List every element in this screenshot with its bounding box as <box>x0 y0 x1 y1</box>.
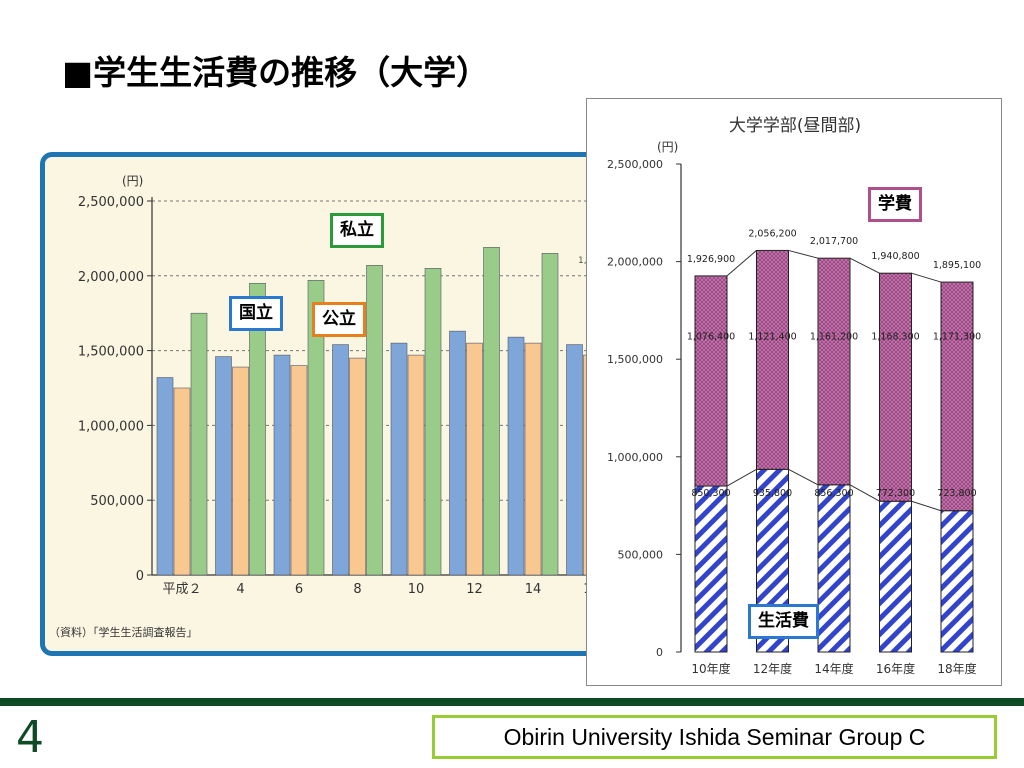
x-tick-label: 8 <box>353 582 361 597</box>
bar-0-6 <box>507 336 525 576</box>
tuition-label: 1,171,300 <box>933 332 981 343</box>
living-connector <box>726 468 757 487</box>
bar-1-0 <box>173 387 191 576</box>
bar-2-4 <box>424 268 442 576</box>
living-label: 772,300 <box>876 488 915 499</box>
chart-title: 大学学部(昼間部) <box>729 116 861 136</box>
x-tick-label: 10 <box>408 582 425 597</box>
y-unit-label: (円) <box>122 174 143 188</box>
bar-0-2 <box>273 354 291 576</box>
living-label: 723,800 <box>937 488 976 499</box>
y-tick-label: 1,500,000 <box>78 345 144 360</box>
tuition-label: 1,076,400 <box>687 332 735 343</box>
x-tick-label: 6 <box>295 582 303 597</box>
x-tick-label: 14 <box>525 582 542 597</box>
footer-credit: Obirin University Ishida Seminar Group C <box>432 715 997 759</box>
living-label: 850,300 <box>691 488 730 499</box>
y-tick-label: 500,000 <box>618 548 664 561</box>
living-connector <box>788 468 819 486</box>
bar-0-3 <box>332 344 349 576</box>
total-connector <box>726 250 757 277</box>
bar-0-0 <box>156 377 174 576</box>
y-unit-label: (円) <box>657 140 678 154</box>
bar-tuition-1 <box>756 249 789 470</box>
y-tick-label: 0 <box>136 569 144 584</box>
x-tick-label: 14年度 <box>814 661 853 676</box>
x-tick-label: 4 <box>236 582 244 597</box>
bar-2-5 <box>483 247 500 576</box>
total-label: 1,940,800 <box>871 251 919 262</box>
tuition-label: 1,121,400 <box>748 332 796 343</box>
y-tick-label: 1,000,000 <box>78 419 144 434</box>
right-stacked-chart: 大学学部(昼間部) (円) 0 500,000 1,000,000 1,500,000 2,… <box>607 116 981 676</box>
total-label: 2,017,700 <box>810 236 858 247</box>
total-label: 1,895,100 <box>933 260 981 271</box>
y-tick-label: 2,500,000 <box>78 195 144 210</box>
total-connector <box>788 249 819 259</box>
living-label: 935,800 <box>753 488 792 499</box>
source-note: （資料）「学生生活調査報告」 <box>49 625 198 639</box>
y-tick-label: 0 <box>656 646 663 659</box>
slide-title: ■学生生活費の推移（大学） <box>62 53 490 92</box>
bar-1-1 <box>232 366 249 576</box>
total-connector <box>849 257 880 274</box>
bar-2-1 <box>249 282 266 576</box>
total-label: 1,926,900 <box>687 254 735 265</box>
bar-1-6 <box>524 342 542 576</box>
living-connector <box>849 484 880 502</box>
total-connector <box>911 272 942 283</box>
legend-callout-seikatsuhi: 生活費 <box>748 604 819 639</box>
bar-2-0 <box>190 312 208 576</box>
bar-living-3 <box>879 500 912 653</box>
y-tick-label: 500,000 <box>90 494 144 509</box>
bar-0-1 <box>215 356 232 576</box>
bar-2-2 <box>307 279 325 576</box>
legend-callout-kokuritsu: 国立 <box>229 296 283 331</box>
tuition-label: 1,161,200 <box>810 332 858 343</box>
x-tick-label: 12年度 <box>753 661 792 676</box>
bar-tuition-4 <box>940 281 974 512</box>
total-label: 2,056,200 <box>748 228 796 239</box>
tuition-label: 1,168,300 <box>871 332 919 343</box>
bar-tuition-3 <box>879 272 912 502</box>
x-tick-label: 平成２ <box>162 582 201 597</box>
footer-bar <box>0 698 1024 706</box>
x-tick-label: 12 <box>466 582 483 597</box>
right-chart-panel: 大学学部(昼間部) (円) 0 500,000 1,000,000 1,500,000 2,… <box>586 98 1002 686</box>
y-tick-label: 2,000,000 <box>78 270 144 285</box>
bar-living-4 <box>940 510 974 653</box>
bar-tuition-0 <box>694 275 728 487</box>
y-tick-label: 1,000,000 <box>607 451 663 464</box>
bar-1-3 <box>349 357 366 576</box>
x-tick-label: 16年度 <box>876 661 915 676</box>
bar-1-5 <box>466 342 483 576</box>
legend-callout-kouritsu: 公立 <box>312 302 366 337</box>
page-number: 4 <box>16 712 44 763</box>
left-bar-chart: 0 500,000 1,000,000 1,500,000 2,000,000 2,500… <box>49 174 600 639</box>
left-chart-panel: 0 500,000 1,000,000 1,500,000 2,000,000 2,500… <box>40 152 600 656</box>
bar-living-0 <box>694 485 728 653</box>
living-connector <box>911 500 942 512</box>
x-tick-label: 10年度 <box>691 661 730 676</box>
living-label: 856,300 <box>814 488 853 499</box>
truncated-label: 1, <box>578 256 587 266</box>
y-tick-label: 2,500,000 <box>607 158 663 171</box>
legend-callout-shiritsu: 私立 <box>330 213 384 248</box>
legend-callout-gakuhi: 学費 <box>868 187 922 222</box>
bar-living-2 <box>817 484 851 653</box>
bar-1-2 <box>290 365 308 576</box>
y-tick-label: 2,000,000 <box>607 256 663 269</box>
bar-tuition-2 <box>817 257 851 486</box>
bar-2-3 <box>366 265 383 576</box>
bar-1-4 <box>407 354 425 576</box>
bar-0-4 <box>390 342 408 576</box>
bar-0-5 <box>449 330 466 576</box>
y-tick-label: 1,500,000 <box>607 353 663 366</box>
bar-2-6 <box>541 253 559 576</box>
x-tick-label: 18年度 <box>937 661 976 676</box>
bar-0-7 <box>566 344 583 576</box>
